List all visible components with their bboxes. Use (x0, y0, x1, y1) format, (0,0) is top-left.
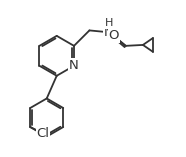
Text: H: H (105, 18, 114, 28)
Text: O: O (109, 29, 119, 42)
Text: Cl: Cl (36, 127, 49, 140)
Text: N: N (104, 26, 113, 39)
Text: N: N (69, 59, 79, 72)
